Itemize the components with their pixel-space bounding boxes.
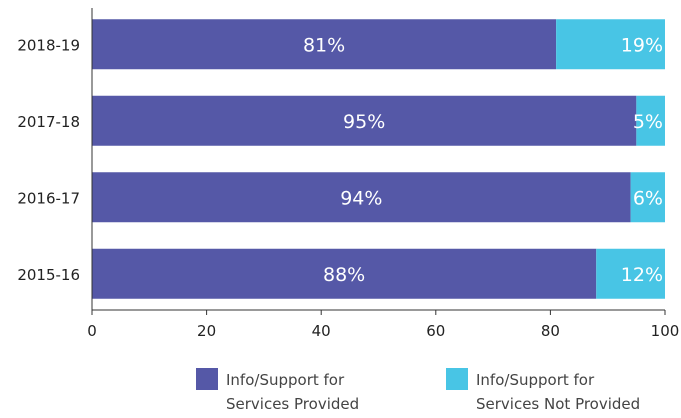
bar-provided <box>92 248 597 299</box>
bar-value-label: 95% <box>343 111 385 133</box>
bar-not-provided <box>596 248 665 299</box>
x-tick-label: 60 <box>426 322 445 340</box>
bar-value-label: 6% <box>633 187 663 209</box>
legend: Info/Support for Services Provided Info/Su… <box>196 368 640 413</box>
bar-not-provided <box>636 95 665 146</box>
bar-value-label: 94% <box>340 187 382 209</box>
bar-value-label: 88% <box>323 264 365 286</box>
axes-layer: 2018-19 2017-18 2016-17 2015-16 0 20 40 60 80 100 <box>17 8 679 340</box>
legend-swatch <box>196 368 218 390</box>
bar-provided <box>92 19 557 70</box>
legend-swatch <box>446 368 468 390</box>
category-label: 2017-18 <box>17 113 80 131</box>
x-tick-label: 40 <box>312 322 331 340</box>
bar-value-label: 19% <box>621 34 663 56</box>
x-tick-label: 20 <box>197 322 216 340</box>
bar-provided <box>92 95 637 146</box>
bars-layer: 81% 19% 95% 5% 94% 6% 88% 12% <box>92 19 665 299</box>
bar-value-label: 12% <box>621 264 663 286</box>
legend-label: Info/Support for <box>476 371 595 389</box>
category-label: 2015-16 <box>17 266 80 284</box>
bar-not-provided <box>556 19 665 70</box>
x-tick-label: 100 <box>651 322 680 340</box>
x-tick-label: 80 <box>541 322 560 340</box>
bar-value-label: 5% <box>633 111 663 133</box>
bar-provided <box>92 172 631 223</box>
legend-label: Services Not Provided <box>476 395 640 413</box>
category-label: 2018-19 <box>17 36 80 54</box>
category-label: 2016-17 <box>17 189 80 207</box>
x-tick-label: 0 <box>87 322 97 340</box>
bar-value-label: 81% <box>303 34 345 56</box>
legend-label: Info/Support for <box>226 371 345 389</box>
bar-not-provided <box>630 172 665 223</box>
legend-label: Services Provided <box>226 395 359 413</box>
